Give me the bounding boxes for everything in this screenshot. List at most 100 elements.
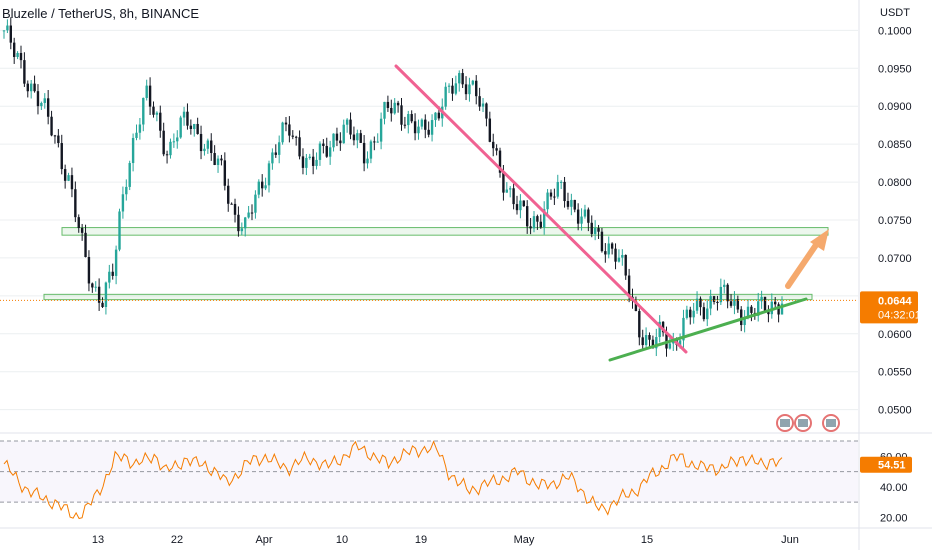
candle-body bbox=[539, 221, 542, 228]
candle-body bbox=[661, 321, 665, 333]
price-tick-label: 0.0750 bbox=[878, 215, 912, 227]
candle-body bbox=[464, 84, 468, 95]
descending-trendline bbox=[394, 64, 688, 354]
candle-body bbox=[111, 271, 114, 276]
candle-body bbox=[369, 141, 373, 159]
candle-body bbox=[104, 282, 108, 307]
event-icons[interactable] bbox=[776, 414, 840, 432]
candle-body bbox=[108, 271, 111, 283]
resistance-zone bbox=[61, 227, 829, 236]
price-axis[interactable]: USDT 0.1000 0.0950 0.0900 0.0850 0.0800 0.0750… bbox=[858, 0, 921, 550]
candle-body bbox=[624, 254, 627, 276]
candle-body bbox=[135, 132, 138, 138]
candle-body bbox=[210, 140, 213, 154]
candle-body bbox=[627, 275, 631, 297]
candle-body bbox=[699, 298, 702, 308]
candle-body bbox=[685, 309, 689, 318]
candle-body bbox=[597, 228, 600, 232]
time-axis[interactable]: 13 22 Apr 10 19 May 15 Jun bbox=[0, 527, 932, 546]
candle-body bbox=[74, 189, 77, 218]
candle-body bbox=[172, 141, 176, 143]
candle-body bbox=[325, 145, 328, 157]
candle-body bbox=[87, 257, 91, 284]
candle-body bbox=[257, 181, 261, 195]
candle-body bbox=[648, 335, 651, 340]
event-flag-body bbox=[798, 419, 808, 427]
event-flag-icon[interactable] bbox=[794, 414, 812, 432]
candle-body bbox=[247, 212, 250, 218]
candle-body bbox=[743, 318, 746, 326]
candle-body bbox=[682, 317, 685, 341]
price-tick-label: 0.0850 bbox=[878, 139, 912, 151]
candle-body bbox=[335, 133, 339, 141]
candle-body bbox=[342, 124, 345, 144]
candle-body bbox=[220, 158, 223, 161]
candle-body bbox=[165, 154, 169, 156]
event-flag-icon[interactable] bbox=[822, 414, 840, 432]
candle-body bbox=[729, 301, 733, 306]
time-tick-label: 19 bbox=[415, 534, 427, 546]
trend-drawings bbox=[394, 64, 829, 362]
candle-body bbox=[189, 125, 193, 129]
candle-body bbox=[617, 257, 621, 262]
candle-body bbox=[294, 136, 298, 138]
candle-body bbox=[638, 311, 641, 338]
time-tick-label: Jun bbox=[781, 534, 799, 546]
current-price-tag[interactable] bbox=[860, 291, 918, 324]
candle-body bbox=[318, 143, 322, 160]
event-flag-icon[interactable] bbox=[776, 414, 794, 432]
candle-body bbox=[390, 107, 393, 114]
candle-body bbox=[244, 217, 247, 229]
candle-body bbox=[125, 186, 128, 195]
candle-body bbox=[2, 30, 6, 32]
candle-body bbox=[587, 209, 590, 223]
candle-body bbox=[774, 301, 777, 305]
candle-body bbox=[495, 148, 498, 151]
candle-body bbox=[614, 248, 617, 262]
candle-body bbox=[339, 140, 342, 144]
candle-body bbox=[634, 300, 638, 312]
candle-body bbox=[97, 286, 101, 303]
event-flag-body bbox=[780, 419, 790, 427]
candle-body bbox=[240, 228, 244, 232]
candle-body bbox=[6, 25, 9, 31]
rsi-line bbox=[3, 440, 783, 520]
current-price-value: 0.0644 bbox=[878, 295, 913, 307]
candle-body bbox=[63, 169, 67, 181]
candle-body bbox=[362, 142, 366, 164]
candle-body bbox=[216, 158, 220, 166]
candle-body bbox=[723, 284, 726, 287]
candle-body bbox=[767, 311, 770, 315]
candle-body bbox=[9, 25, 12, 43]
candle-body bbox=[709, 296, 712, 309]
candle-body bbox=[142, 97, 145, 125]
price-tick-label: 0.0700 bbox=[878, 253, 912, 265]
event-flag-body bbox=[826, 419, 836, 427]
candle-body bbox=[118, 211, 121, 250]
candle-body bbox=[651, 339, 655, 349]
symbol-title: Bluzelle / TetherUS, 8h, BINANCE bbox=[2, 6, 200, 21]
candle-body bbox=[471, 80, 475, 85]
candle-body bbox=[267, 163, 271, 186]
grid-lines bbox=[0, 29, 858, 411]
candle-body bbox=[593, 228, 597, 234]
candle-body bbox=[607, 243, 610, 255]
candle-body bbox=[726, 284, 729, 302]
ascending-trendline bbox=[608, 297, 808, 362]
time-tick-label: May bbox=[514, 534, 535, 546]
candle-body bbox=[458, 73, 461, 84]
breakout-arrow-head bbox=[810, 229, 829, 251]
candle-body bbox=[230, 203, 233, 205]
candle-body bbox=[502, 172, 505, 193]
candle-body bbox=[410, 114, 413, 122]
candle-body bbox=[148, 85, 152, 107]
candle-body bbox=[417, 126, 420, 134]
candle-body bbox=[57, 135, 60, 144]
candle-body bbox=[379, 118, 383, 142]
candle-body bbox=[719, 286, 723, 303]
candle-body bbox=[403, 124, 407, 126]
candle-body bbox=[213, 153, 216, 166]
candle-body bbox=[311, 156, 315, 166]
candle-body bbox=[301, 156, 305, 168]
